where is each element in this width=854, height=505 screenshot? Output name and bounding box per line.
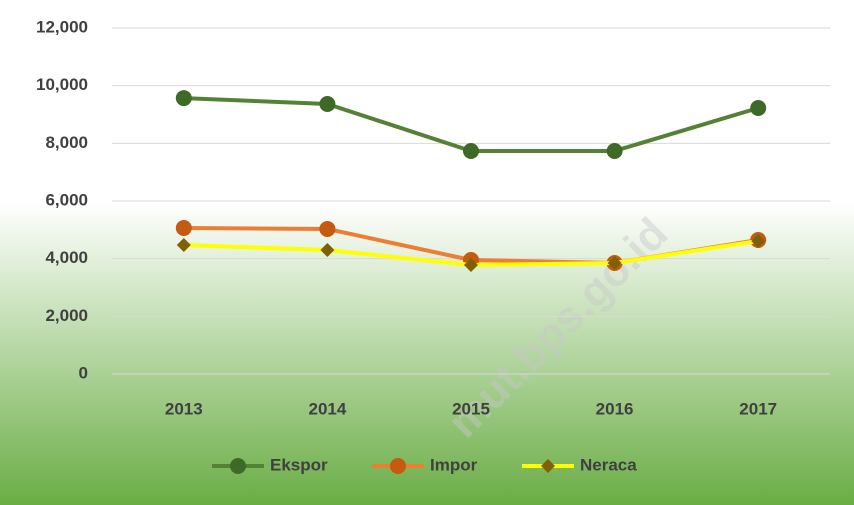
y-tick-label: 8,000: [45, 133, 88, 152]
legend-marker: [230, 458, 246, 474]
point: [607, 255, 622, 270]
y-tick-label: 0: [79, 363, 88, 382]
legend-marker: [541, 459, 555, 473]
legend-label: Impor: [430, 455, 478, 474]
legend-label: Ekspor: [270, 455, 328, 474]
x-tick-label: 2016: [596, 399, 634, 418]
point: [175, 90, 192, 107]
y-tick-label: 2,000: [45, 306, 88, 325]
point: [175, 219, 192, 236]
point: [463, 142, 479, 159]
point: [464, 258, 478, 273]
point: [319, 220, 336, 237]
point: [751, 233, 766, 248]
y-tick-label: 4,000: [45, 248, 88, 267]
legend-marker: [390, 458, 406, 474]
x-tick-label: 2013: [165, 399, 203, 418]
y-tick-label: 6,000: [45, 190, 88, 209]
x-tick-label: 2015: [452, 399, 490, 418]
x-tick-label: 2014: [308, 399, 346, 418]
legend-label: Neraca: [580, 455, 637, 474]
point: [320, 243, 335, 258]
point: [176, 237, 191, 252]
y-tick-label: 12,000: [36, 17, 88, 36]
point: [750, 99, 767, 116]
point: [606, 142, 623, 159]
y-tick-label: 10,000: [36, 75, 88, 94]
x-tick-label: 2017: [739, 399, 777, 418]
point: [319, 95, 336, 112]
